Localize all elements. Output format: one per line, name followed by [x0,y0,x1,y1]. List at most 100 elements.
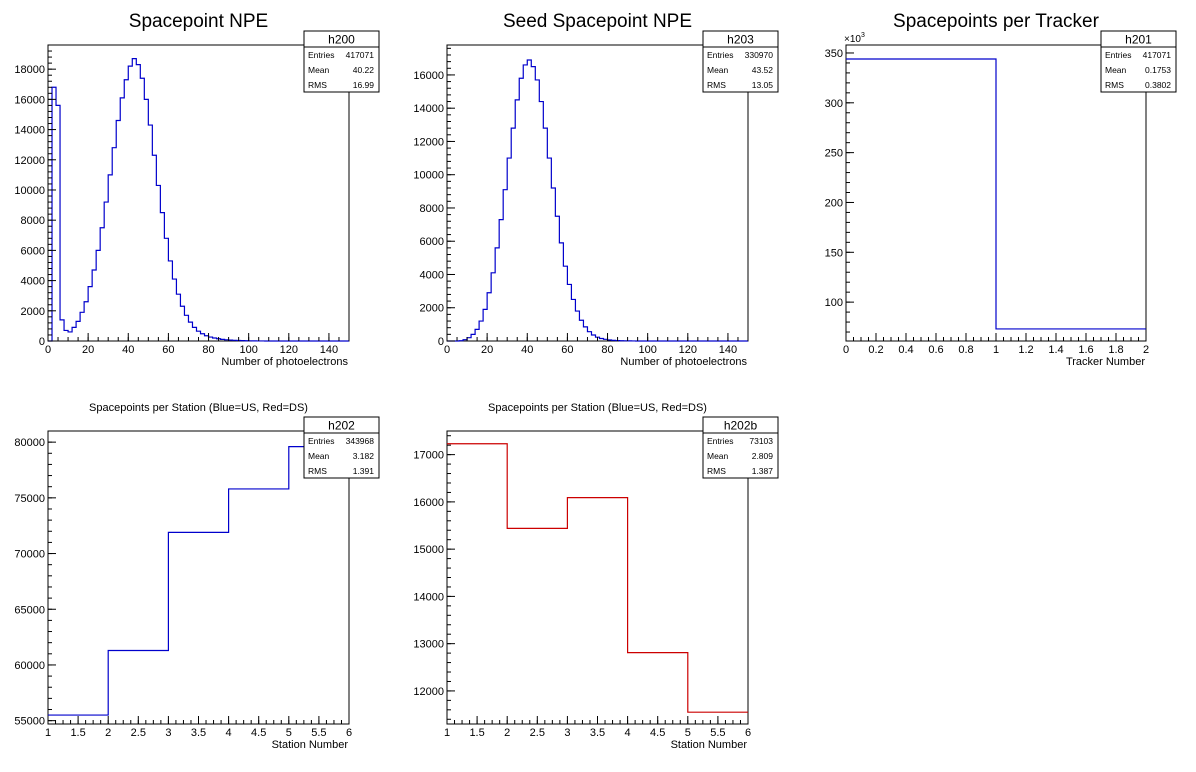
x-axis-label: Number of photoelectrons [620,356,747,368]
stats-box: h200 Entries 417071 Mean 40.22 RMS 16.99 [303,30,380,93]
y-tick-label: 70000 [14,549,45,561]
y-tick-label: 16000 [14,94,45,106]
x-tick-label: 1 [45,727,51,739]
stats-entries-value: 417071 [346,50,375,60]
x-tick-label: 5 [286,727,292,739]
x-tick-label: 2 [105,727,111,739]
y-tick-label: 14000 [413,103,444,115]
x-tick-label: 40 [122,344,134,356]
chart-title: Spacepoint NPE [129,11,268,32]
x-tick-label: 1.5 [469,727,484,739]
stats-mean-label: Mean [707,65,729,75]
stats-mean-value: 3.182 [353,451,375,461]
y-exponent-base: ×10 [844,34,861,45]
x-tick-label: 0.6 [928,344,943,356]
x-tick-label: 3.5 [191,727,206,739]
x-tick-label: 20 [481,344,493,356]
y-tick-label: 250 [825,148,843,160]
x-axis-label: Tracker Number [1066,356,1145,368]
y-tick-label: 18000 [14,64,45,76]
x-tick-label: 5.5 [311,727,326,739]
chart-npe: Spacepoint NPE 0 20 40 60 80 100 120 140 0 2000 400… [14,11,380,368]
x-tick-label: 6 [346,727,352,739]
stats-rms-label: RMS [707,80,726,90]
y-tick-label: 350 [825,48,843,60]
x-tick-label: 100 [239,344,257,356]
chart-title: Spacepoints per Tracker [893,11,1100,32]
x-tick-label: 0.2 [868,344,883,356]
stats-entries-value: 417071 [1143,50,1172,60]
histogram-line [48,57,349,342]
y-tick-label: 12000 [413,686,444,698]
x-tick-label: 1.8 [1108,344,1123,356]
chart-title: Seed Spacepoint NPE [503,11,692,32]
y-tick-label: 8000 [420,203,444,215]
chart-seed: Seed Spacepoint NPE 0 20 40 60 80 100 120 140 0 20… [413,11,779,368]
stats-box-frame [303,416,380,479]
x-tick-label: 4 [625,727,631,739]
y-tick-label: 65000 [14,604,45,616]
chart-station_ds: Spacepoints per Station (Blue=US, Red=DS… [413,402,779,751]
x-tick-label: 0 [45,344,51,356]
histogram-line [447,443,748,713]
y-tick-label: 2000 [420,303,444,315]
y-tick-label: 200 [825,197,843,209]
stats-entries-value: 330970 [745,50,774,60]
stats-rms-label: RMS [1105,80,1124,90]
stats-entries-label: Entries [707,436,733,446]
x-tick-label: 3.5 [590,727,605,739]
stats-rms-label: RMS [308,80,327,90]
stats-mean-value: 43.52 [752,65,774,75]
stats-box-frame [1100,30,1177,93]
x-tick-label: 60 [162,344,174,356]
y-tick-label: 2000 [21,306,45,318]
x-tick-label: 4.5 [251,727,266,739]
stats-box: h202b Entries 73103 Mean 2.809 RMS 1.387 [702,416,779,479]
stats-entries-label: Entries [308,436,334,446]
stats-box: h201 Entries 417071 Mean 0.1753 RMS 0.3802 [1100,30,1177,93]
stats-entries-value: 343968 [346,436,375,446]
x-tick-label: 6 [745,727,751,739]
stats-rms-value: 13.05 [752,80,774,90]
x-tick-label: 2.5 [131,727,146,739]
x-tick-label: 80 [202,344,214,356]
stats-entries-value: 73103 [749,436,773,446]
stats-entries-label: Entries [707,50,733,60]
x-tick-label: 120 [280,344,298,356]
y-tick-label: 10000 [14,185,45,197]
stats-mean-label: Mean [308,451,330,461]
y-tick-label: 4000 [21,276,45,288]
x-tick-label: 4 [226,727,232,739]
y-tick-label: 8000 [21,215,45,227]
stats-entries-label: Entries [1105,50,1131,60]
stats-rms-label: RMS [707,466,726,476]
x-tick-label: 2 [504,727,510,739]
y-tick-label: 300 [825,98,843,110]
chart-title: Spacepoints per Station (Blue=US, Red=DS… [89,402,308,414]
stats-box-frame [303,30,380,93]
y-exponent-label: ×103 [844,32,865,45]
stats-rms-value: 16.99 [353,80,375,90]
x-tick-label: 1 [993,344,999,356]
x-axis-label: Station Number [272,739,349,751]
y-tick-label: 60000 [14,660,45,672]
x-tick-label: 3 [564,727,570,739]
x-tick-label: 1.4 [1048,344,1063,356]
y-tick-label: 10000 [413,170,444,182]
stats-histogram-name: h202 [328,419,355,433]
stats-mean-value: 2.809 [752,451,774,461]
x-tick-label: 1.2 [1018,344,1033,356]
y-exponent-power: 3 [861,32,865,39]
y-tick-label: 6000 [420,236,444,248]
stats-rms-label: RMS [308,466,327,476]
x-tick-label: 0 [843,344,849,356]
stats-entries-label: Entries [308,50,334,60]
stats-rms-value: 0.3802 [1145,80,1171,90]
stats-mean-label: Mean [707,451,729,461]
stats-mean-value: 40.22 [353,65,375,75]
chart-title: Spacepoints per Station (Blue=US, Red=DS… [488,402,707,414]
x-tick-label: 0.4 [898,344,913,356]
stats-histogram-name: h202b [724,419,758,433]
y-tick-label: 80000 [14,437,45,449]
